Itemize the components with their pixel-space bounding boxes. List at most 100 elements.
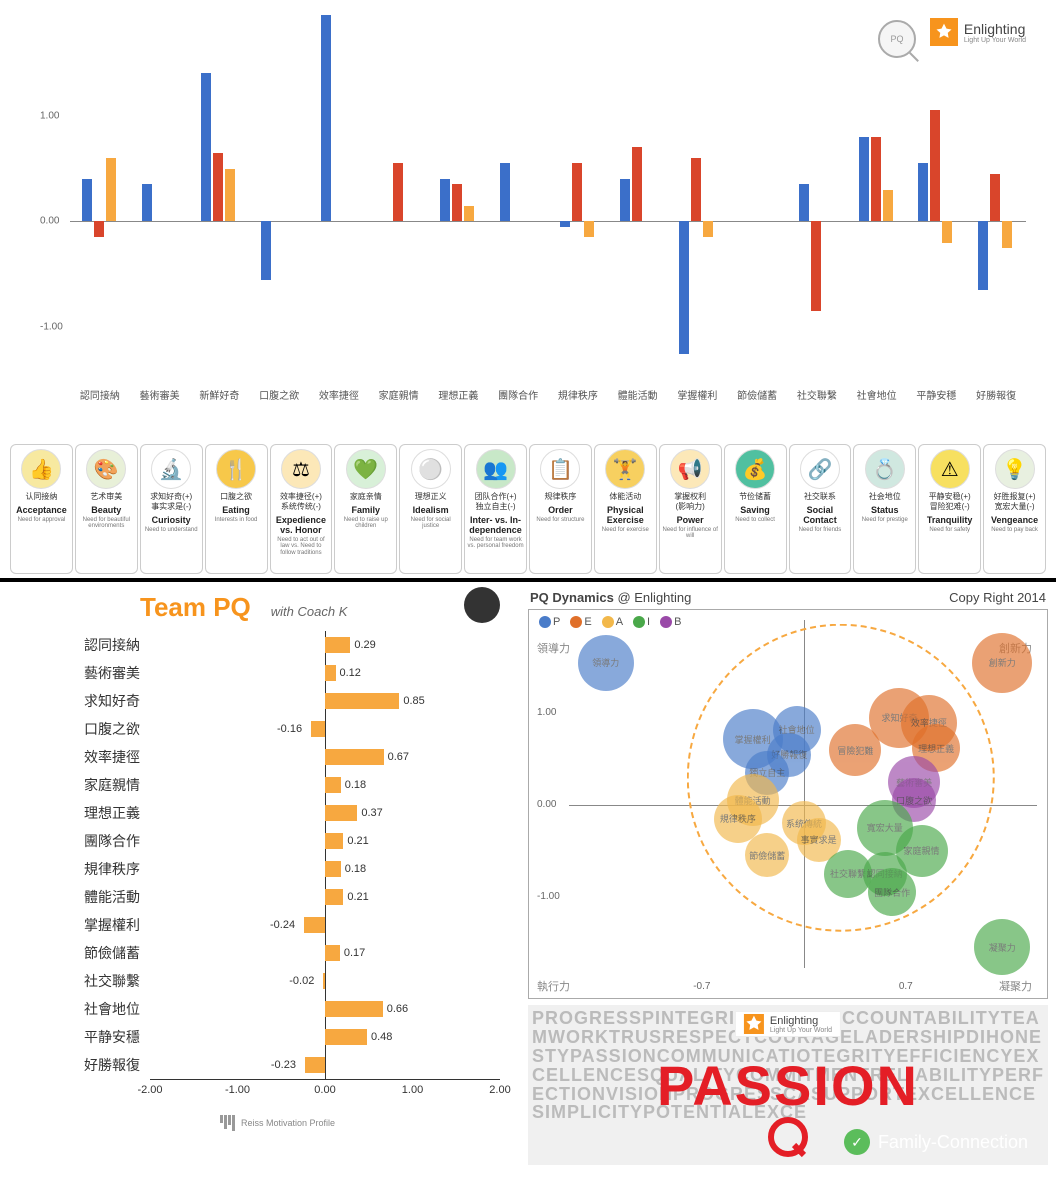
card-en: Tranquility xyxy=(927,515,973,525)
x-axis-label: 藝術審美 xyxy=(140,387,180,402)
card-en: Beauty xyxy=(91,505,121,515)
hbar-value: 0.29 xyxy=(354,639,375,651)
card-zh2: 系统传统(-) xyxy=(281,503,321,512)
hbar-bar xyxy=(325,1001,383,1017)
card-en: Order xyxy=(548,505,573,515)
x-axis-label: 新鮮好奇 xyxy=(199,387,239,402)
hbar-row: 社交聯繫-0.02 xyxy=(20,967,500,995)
bar xyxy=(225,169,235,222)
bar xyxy=(679,221,689,353)
hbar-label: 平静安穩 xyxy=(20,1027,150,1047)
corner-label: 領導力 xyxy=(537,640,570,656)
card-zh1: 节俭储蓄 xyxy=(739,493,771,502)
x-axis-label: 團隊合作 xyxy=(498,387,538,402)
bar xyxy=(1002,221,1012,247)
hbar-row: 效率捷徑0.67 xyxy=(20,743,500,771)
card-en: Eating xyxy=(222,505,250,515)
bar xyxy=(859,137,869,222)
hbar-label: 社會地位 xyxy=(20,999,150,1019)
x-axis-label: 理想正義 xyxy=(438,387,478,402)
card-zh1: 体能活动 xyxy=(609,493,641,502)
corner-label: 執行力 xyxy=(537,978,570,994)
pq-dynamics-panel: PQ Dynamics @ Enlighting Copy Right 2014… xyxy=(520,582,1056,1173)
hbar-row: 認同接納0.29 xyxy=(20,631,500,659)
hbar-label: 團隊合作 xyxy=(20,831,150,851)
x-axis-label: 平静安穩 xyxy=(916,387,956,402)
watermark: ✓ Family-Connection xyxy=(844,1129,1028,1155)
hbar-row: 社會地位0.66 xyxy=(20,995,500,1023)
bar xyxy=(261,221,271,279)
hbar-label: 家庭親情 xyxy=(20,775,150,795)
hbar-bar xyxy=(325,693,399,709)
magnifier-q-icon xyxy=(768,1117,808,1157)
hbar-label: 藝術審美 xyxy=(20,663,150,683)
hbar-chart: 認同接納0.29藝術審美0.12求知好奇0.85口腹之欲-0.16效率捷徑0.6… xyxy=(20,631,500,1109)
card-icon: 🏋 xyxy=(605,449,645,489)
hbar-bar xyxy=(325,637,350,653)
card-icon: 👥 xyxy=(476,449,516,489)
bar xyxy=(94,221,104,237)
hbar-bar xyxy=(311,721,325,737)
card-icon: 💚 xyxy=(346,449,386,489)
hbar-bar xyxy=(325,889,343,905)
bar xyxy=(691,158,701,221)
card-desc: Need to collect xyxy=(735,517,775,524)
card-icon: 💍 xyxy=(865,449,905,489)
hbar-bar xyxy=(325,665,336,681)
bottom-section: Team PQ with Coach K 認同接納0.29藝術審美0.12求知好… xyxy=(0,578,1056,1173)
hbar-label: 體能活動 xyxy=(20,887,150,907)
bar xyxy=(703,221,713,237)
card-icon: 🔬 xyxy=(151,449,191,489)
bar xyxy=(464,206,474,222)
card-desc: Need for social justice xyxy=(402,517,459,530)
motivation-card: 📋 规律秩序 Order Need for structure xyxy=(529,444,592,574)
team-title: Team PQ xyxy=(140,592,251,623)
bar xyxy=(990,174,1000,222)
card-en: Vengeance xyxy=(991,515,1038,525)
hbar-value: 0.18 xyxy=(345,779,366,791)
card-zh2: 宽宏大量(-) xyxy=(995,503,1035,512)
hbar-value: 0.12 xyxy=(340,667,361,679)
card-en: Acceptance xyxy=(16,505,67,515)
grouped-bar-chart: -1.000.001.00認同接納藝術審美新鮮好奇口腹之欲效率捷徑家庭親情理想正… xyxy=(40,10,1036,410)
hbar-bar xyxy=(323,973,325,989)
x-axis-label: 口腹之欲 xyxy=(259,387,299,402)
card-desc: Need to act out of law vs. Need to follo… xyxy=(273,537,330,557)
x-axis-label: 社會地位 xyxy=(857,387,897,402)
card-icon: 🔗 xyxy=(800,449,840,489)
card-desc: Interests in food xyxy=(215,517,258,524)
bar xyxy=(871,137,881,222)
card-en: Status xyxy=(871,505,899,515)
card-icon: 👍 xyxy=(21,449,61,489)
x-axis-label: 好勝報復 xyxy=(976,387,1016,402)
card-zh1: 艺术审美 xyxy=(90,493,122,502)
hbar-label: 掌握權利 xyxy=(20,915,150,935)
hbar-value: -0.24 xyxy=(270,919,295,931)
bar xyxy=(560,221,570,226)
card-desc: Need for team work vs. personal freedom xyxy=(467,537,524,550)
wechat-icon: ✓ xyxy=(844,1129,870,1155)
x-axis-label: 節儉儲蓄 xyxy=(737,387,777,402)
x-tick: -1.00 xyxy=(225,1084,250,1096)
hbar-row: 團隊合作0.21 xyxy=(20,827,500,855)
card-desc: Need for safety xyxy=(929,527,970,534)
card-zh1: 社交联系 xyxy=(804,493,836,502)
hbar-bar xyxy=(325,945,340,961)
hbar-bar xyxy=(325,777,341,793)
coach-avatar-icon xyxy=(464,587,500,623)
bubble: 團隊合作 xyxy=(868,868,916,916)
top-chart-section: PQ Enlighting Light Up Your World -1.000… xyxy=(0,0,1056,440)
card-icon: 🍴 xyxy=(216,449,256,489)
card-icon: 📢 xyxy=(670,449,710,489)
card-icon: ⚖ xyxy=(281,449,321,489)
team-pq-panel: Team PQ with Coach K 認同接納0.29藝術審美0.12求知好… xyxy=(0,582,520,1173)
hbar-label: 效率捷徑 xyxy=(20,747,150,767)
bar xyxy=(799,184,809,221)
x-axis-label: 效率捷徑 xyxy=(319,387,359,402)
bubble-at: @ Enlighting xyxy=(617,590,691,605)
hbar-bar xyxy=(305,1057,325,1073)
team-subtitle: with Coach K xyxy=(271,604,348,619)
corner-label: 凝聚力 xyxy=(999,978,1032,994)
hbar-row: 口腹之欲-0.16 xyxy=(20,715,500,743)
card-zh2: 冒险犯难(-) xyxy=(930,503,970,512)
